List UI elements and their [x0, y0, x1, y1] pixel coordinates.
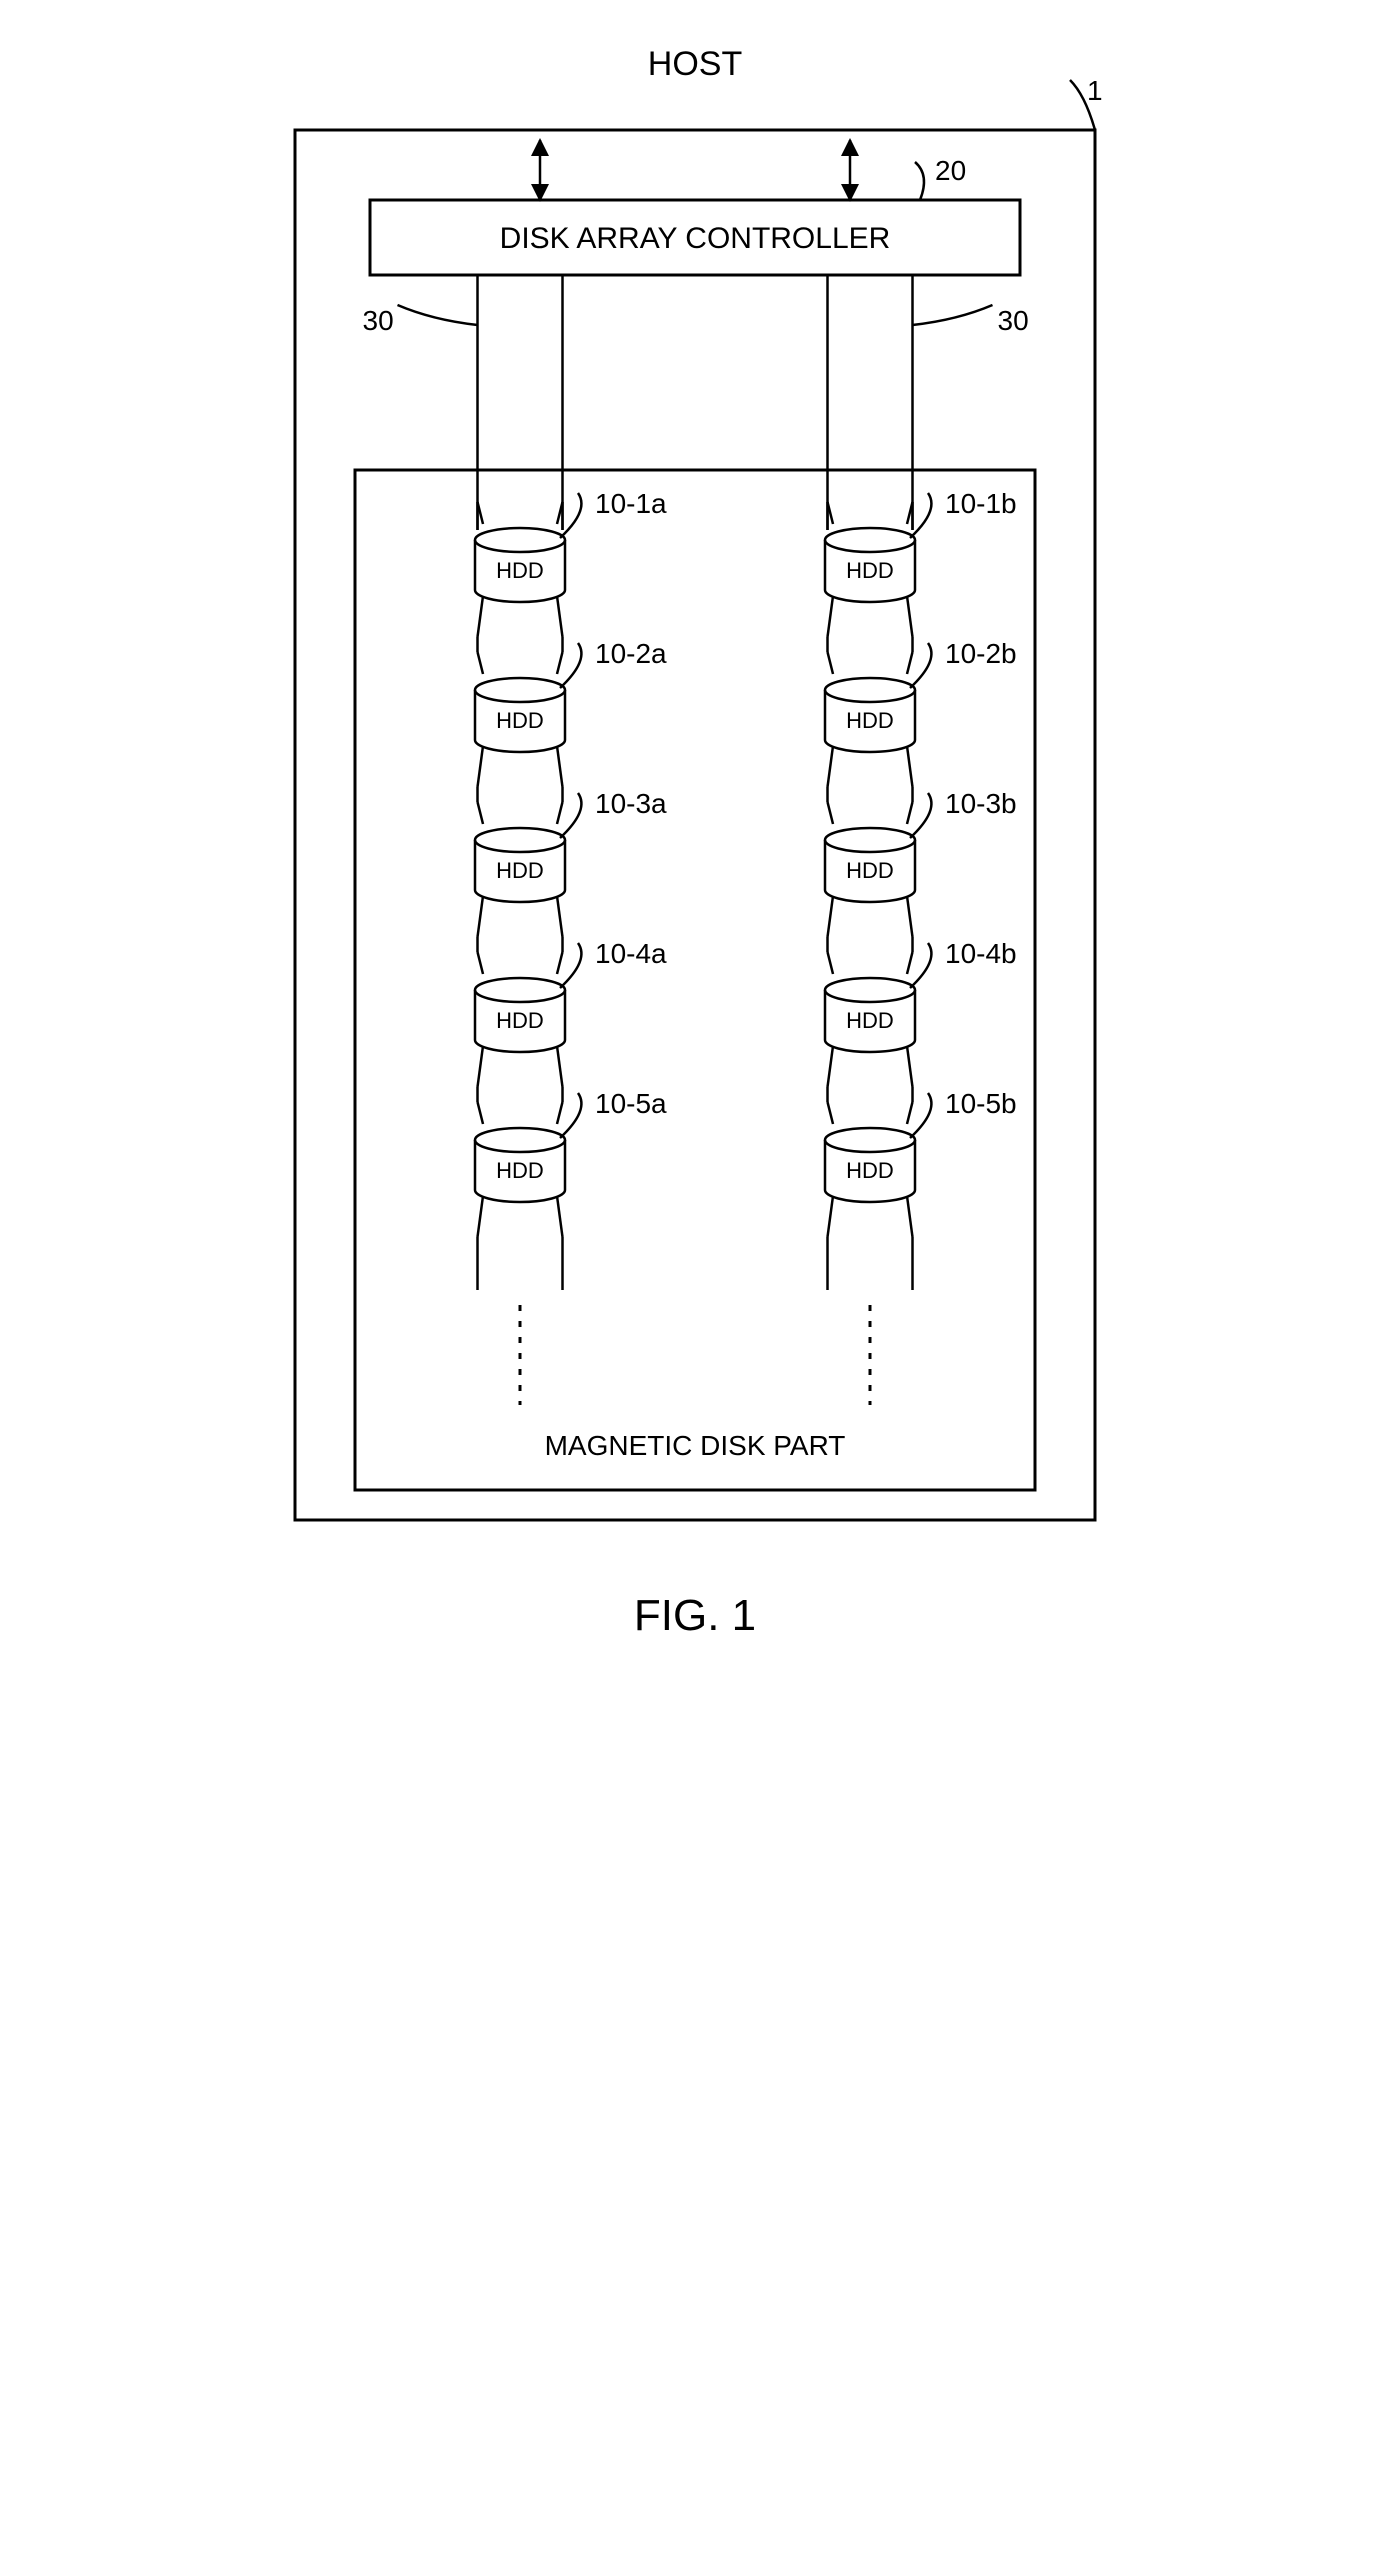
ref-controller: 20 [935, 155, 966, 186]
svg-text:HDD: HDD [496, 1008, 544, 1033]
magnetic-part-label: MAGNETIC DISK PART [544, 1430, 845, 1461]
ref-bus-right: 30 [997, 305, 1028, 336]
magnetic-disk-part-box [355, 470, 1035, 1490]
svg-text:HDD: HDD [496, 558, 544, 583]
hdd-left-ref-4: 10-4a [595, 938, 667, 969]
hdd-right-ref-4: 10-4b [945, 938, 1017, 969]
ref-system: 1 [1087, 75, 1103, 106]
svg-text:HDD: HDD [496, 858, 544, 883]
svg-text:HDD: HDD [846, 558, 894, 583]
svg-text:HDD: HDD [846, 708, 894, 733]
svg-text:HDD: HDD [496, 708, 544, 733]
svg-text:HDD: HDD [846, 1008, 894, 1033]
hdd-right-ref-2: 10-2b [945, 638, 1017, 669]
figure-label: FIG. 1 [633, 1591, 755, 1640]
ref-bus-left: 30 [362, 305, 393, 336]
hdd-right-ref-3: 10-3b [945, 788, 1017, 819]
hdd-left-ref-1: 10-1a [595, 488, 667, 519]
disk-array-diagram: HOST 1 20 DISK ARRAY CONTROLLER 30 30 MAGNETIC… [240, 20, 1140, 1700]
hdd-right-ref-5: 10-5b [945, 1088, 1017, 1119]
system-box [295, 130, 1095, 1520]
hdd-left-ref-3: 10-3a [595, 788, 667, 819]
hdd-left-ref-2: 10-2a [595, 638, 667, 669]
controller-label: DISK ARRAY CONTROLLER [499, 222, 890, 255]
host-label: HOST [647, 45, 741, 83]
svg-text:HDD: HDD [846, 858, 894, 883]
hdd-right-ref-1: 10-1b [945, 488, 1017, 519]
hdd-left-ref-5: 10-5a [595, 1088, 667, 1119]
svg-text:HDD: HDD [496, 1158, 544, 1183]
svg-text:HDD: HDD [846, 1158, 894, 1183]
